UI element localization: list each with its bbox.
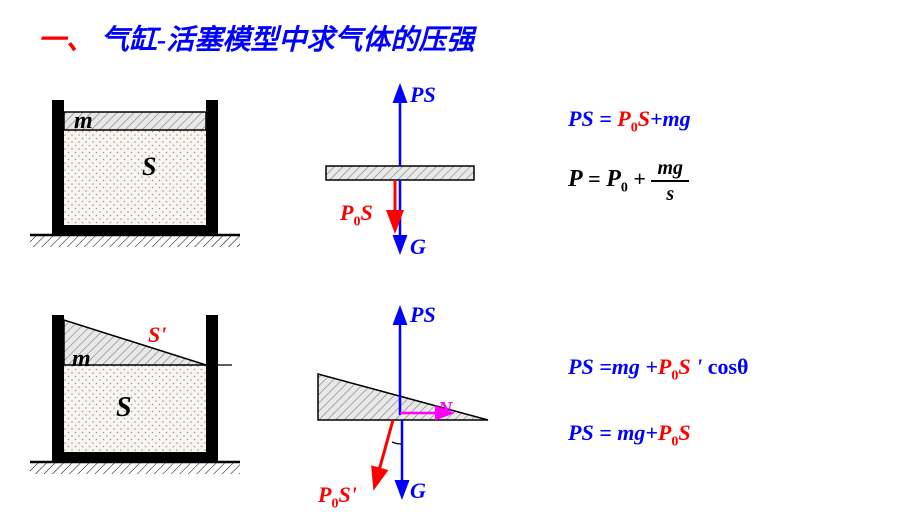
fbd-wedge-piston xyxy=(318,310,488,495)
eq1-line2: P = P0 + mgs xyxy=(568,158,689,204)
label-G-2: G xyxy=(410,478,426,504)
label-P0S-1: P0S xyxy=(340,200,373,230)
label-N: N xyxy=(438,398,452,421)
label-PS-1: PS xyxy=(410,82,436,108)
label-m-2: m xyxy=(72,346,91,373)
label-S-2: S xyxy=(116,392,132,424)
eq1-line1: PS = P0S+mg xyxy=(568,106,691,136)
diagram-cylinder-wedge xyxy=(30,315,240,474)
label-P0Sprime: P0S' xyxy=(318,482,357,512)
diagram-cylinder-flat xyxy=(30,100,240,247)
eq2-line2: PS = mg+P0S xyxy=(568,420,691,450)
label-Sprime: S' xyxy=(148,322,166,348)
label-S-1: S xyxy=(142,152,156,182)
label-m-1: m xyxy=(74,108,93,135)
eq2-line1: PS =mg +P0S ' cosθ xyxy=(568,354,749,384)
diagram-canvas xyxy=(0,0,920,518)
label-G-1: G xyxy=(410,234,426,260)
label-PS-2: PS xyxy=(410,302,436,328)
